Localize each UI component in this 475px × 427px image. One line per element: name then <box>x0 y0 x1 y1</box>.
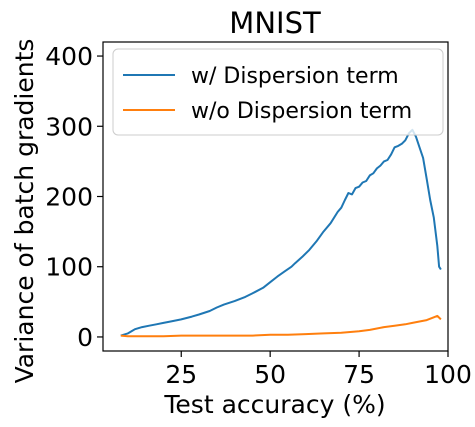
x-tick-label: 25 <box>165 360 197 389</box>
y-tick-label: 100 <box>45 253 93 282</box>
y-tick-label: 300 <box>45 112 93 141</box>
x-tick-label: 100 <box>424 360 472 389</box>
y-axis-ticks: 0 100 200 300 400 <box>45 42 103 352</box>
x-tick-label: 75 <box>343 360 375 389</box>
x-axis-label: Test accuracy (%) <box>163 390 385 419</box>
legend-box <box>112 48 444 136</box>
series-line-1 <box>120 128 442 337</box>
x-tick-label: 50 <box>254 360 286 389</box>
y-tick-label: 200 <box>45 183 93 212</box>
chart-title: MNIST <box>229 6 321 40</box>
legend: w/ Dispersion term w/o Dispersion term <box>112 48 444 136</box>
legend-label-2: w/o Dispersion term <box>191 99 412 124</box>
y-tick-label: 400 <box>45 42 93 71</box>
legend-label-1: w/ Dispersion term <box>191 64 399 89</box>
series-line-2 <box>120 314 442 338</box>
y-axis-label: Variance of batch gradients <box>10 39 39 384</box>
y-tick-label: 0 <box>77 323 93 352</box>
x-axis-ticks: 25 50 75 100 <box>165 351 472 389</box>
